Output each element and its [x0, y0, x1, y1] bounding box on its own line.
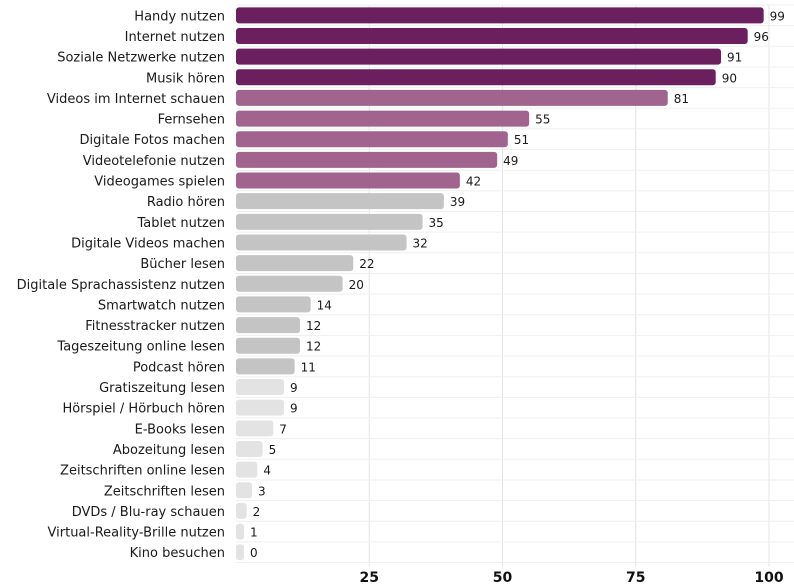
value-label: 42: [466, 175, 481, 189]
bar: [236, 255, 354, 272]
category-label: Videotelefonie nutzen: [83, 154, 225, 169]
value-label: 11: [301, 360, 316, 374]
bar: [236, 523, 244, 540]
bar: [236, 358, 295, 375]
category-label: Videogames spielen: [94, 175, 225, 190]
value-label: 20: [349, 278, 364, 292]
category-label: Zeitschriften lesen: [104, 484, 225, 499]
category-label: Fernsehen: [158, 113, 225, 128]
bar: [236, 7, 764, 24]
value-label: 99: [770, 9, 785, 23]
value-label: 39: [450, 195, 465, 209]
category-label: Abozeitung lesen: [113, 443, 225, 458]
value-label: 3: [258, 484, 266, 498]
category-label: E-Books lesen: [135, 422, 225, 437]
bar: [236, 275, 343, 292]
bar: [236, 48, 722, 65]
value-label: 9: [290, 381, 298, 395]
bar: [236, 151, 498, 168]
category-label: Hörspiel / Hörbuch hören: [62, 402, 225, 417]
category-label: Videos im Internet schauen: [47, 92, 225, 107]
bar: [236, 544, 244, 561]
x-tick-label: 75: [626, 570, 645, 586]
bar: [236, 502, 247, 519]
bar: [236, 296, 311, 313]
bar: [236, 461, 258, 478]
bar: [236, 89, 668, 106]
value-label: 55: [535, 113, 550, 127]
value-label: 91: [727, 51, 742, 65]
value-label: 12: [306, 340, 321, 354]
bar: [236, 482, 252, 499]
value-label: 81: [674, 92, 689, 106]
bar: [236, 213, 423, 230]
value-label: 2: [253, 505, 261, 519]
value-label: 32: [413, 236, 428, 250]
bar: [236, 399, 284, 416]
value-label: 12: [306, 319, 321, 333]
category-label: Digitale Sprachassistenz nutzen: [17, 278, 225, 293]
category-label: Musik hören: [146, 71, 225, 86]
bar: [236, 337, 300, 354]
bar: [236, 69, 716, 86]
value-label: 5: [269, 443, 277, 457]
category-label: Podcast hören: [133, 360, 225, 375]
value-label: 96: [754, 30, 769, 44]
value-label: 90: [722, 71, 737, 85]
category-label: DVDs / Blu-ray schauen: [72, 505, 225, 520]
bar: [236, 110, 530, 127]
category-label: Tageszeitung online lesen: [56, 340, 225, 355]
value-label: 49: [503, 154, 518, 168]
category-label: Digitale Videos machen: [71, 236, 225, 251]
category-label: Internet nutzen: [125, 30, 225, 45]
category-label: Radio hören: [147, 195, 225, 210]
bar: [236, 234, 407, 251]
value-label: 22: [359, 257, 374, 271]
category-label: Bücher lesen: [140, 257, 225, 272]
bar: [236, 172, 460, 189]
value-label: 9: [290, 402, 298, 416]
x-tick-label: 50: [493, 570, 513, 586]
value-label: 35: [429, 216, 444, 230]
value-label: 7: [279, 422, 287, 436]
category-label: Gratiszeitung lesen: [99, 381, 225, 396]
category-label: Kino besuchen: [130, 546, 225, 561]
bar: [236, 193, 444, 210]
category-label: Smartwatch nutzen: [98, 298, 225, 313]
category-label: Handy nutzen: [134, 9, 225, 24]
x-tick-label: 100: [754, 570, 783, 586]
value-label: 14: [317, 298, 332, 312]
category-label: Zeitschriften online lesen: [60, 464, 225, 479]
bar: [236, 420, 274, 437]
bar: [236, 440, 263, 457]
bar: [236, 27, 748, 44]
category-label: Soziale Netzwerke nutzen: [57, 51, 225, 66]
category-label: Fitnesstracker nutzen: [85, 319, 225, 334]
category-label: Digitale Fotos machen: [80, 133, 225, 148]
value-label: 4: [263, 464, 271, 478]
bar: [236, 131, 508, 148]
bar: [236, 379, 284, 396]
bar: [236, 317, 300, 334]
value-label: 51: [514, 133, 529, 147]
x-tick-label: 25: [360, 570, 379, 586]
category-label: Virtual-Reality-Brille nutzen: [48, 526, 225, 541]
value-label: 1: [250, 526, 258, 540]
category-label: Tablet nutzen: [137, 216, 225, 231]
value-label: 0: [250, 546, 258, 560]
